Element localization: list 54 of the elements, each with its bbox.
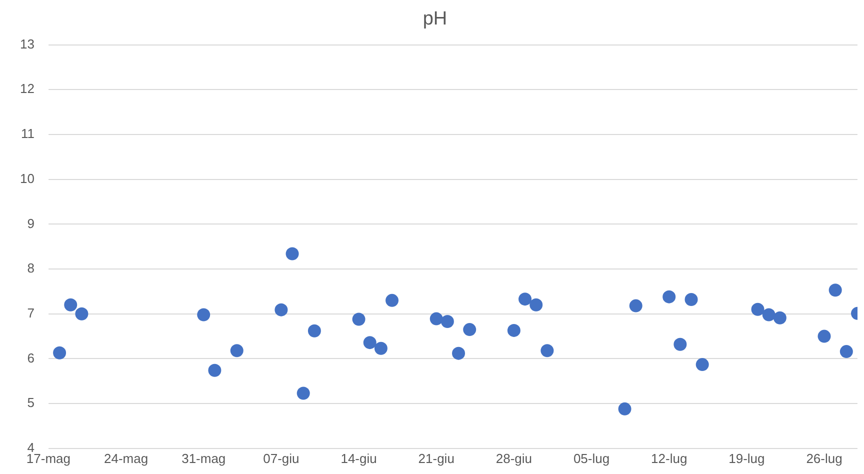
point (352, 312, 366, 326)
point (208, 364, 222, 377)
point (296, 386, 310, 400)
point (64, 298, 78, 312)
point (828, 284, 842, 297)
y-tick-label: 7 (27, 305, 34, 320)
point (662, 290, 676, 304)
point (197, 308, 210, 322)
point (286, 247, 299, 260)
x-tick-label: 12-lug (651, 450, 688, 466)
point (530, 298, 543, 312)
point (773, 311, 786, 324)
x-tick-label: 14-giu (340, 450, 377, 466)
point (840, 345, 853, 358)
point (230, 344, 244, 358)
point (818, 330, 831, 343)
point (452, 346, 466, 360)
point (618, 402, 632, 416)
point (751, 302, 764, 316)
point (629, 299, 642, 312)
point (507, 324, 520, 337)
y-tick-label: 9 (27, 216, 34, 231)
x-tick-label: 28-giu (496, 450, 532, 466)
point (53, 346, 66, 360)
y-tick-label: 6 (27, 350, 34, 366)
x-tick-label: 24-mag (104, 450, 148, 466)
x-tick-label: 31-mag (182, 450, 226, 466)
x-tick-label: 19-lug (728, 450, 765, 466)
x-tick-label: 21-giu (418, 450, 454, 466)
point (75, 307, 88, 320)
point (684, 293, 698, 306)
y-tick-label: 13 (20, 36, 34, 52)
point (518, 292, 532, 306)
point (430, 312, 443, 326)
point (363, 336, 376, 350)
y-tick-label: 10 (20, 170, 34, 186)
y-tick-label: 11 (20, 126, 34, 142)
y-tick-label: 12 (20, 81, 34, 96)
y-tick-label: 5 (27, 395, 34, 410)
point (440, 314, 454, 328)
point (308, 324, 321, 338)
point (674, 338, 687, 351)
point (463, 323, 476, 336)
x-tick-label: 26-lug (806, 450, 842, 466)
chart-title: pH (422, 8, 448, 30)
point (386, 294, 399, 307)
point (762, 308, 776, 322)
x-tick-label: 07-giu (263, 450, 300, 466)
point (540, 344, 554, 358)
point (696, 358, 709, 372)
point (374, 342, 388, 355)
y-tick-label: 8 (27, 260, 34, 276)
point (274, 303, 288, 316)
x-tick-label: 05-lug (573, 450, 610, 466)
